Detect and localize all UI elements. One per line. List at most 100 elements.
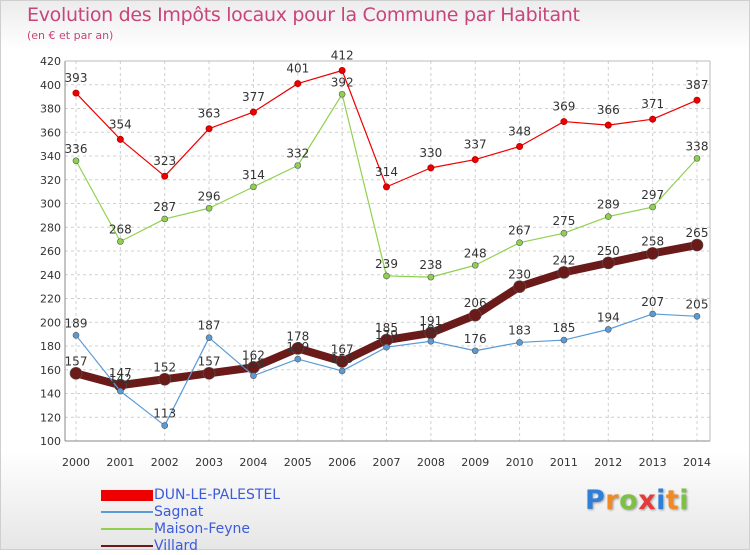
x-tick-label: 2009 [461, 456, 489, 469]
data-label: 393 [65, 71, 88, 85]
proxiti-logo: Proxiti [585, 485, 689, 516]
data-label: 194 [597, 310, 620, 324]
data-label: 169 [286, 340, 309, 354]
series-dun-le-palestel: 393 354 323 363 377 401 412 314 330 337 348 369 366 3… [65, 49, 709, 191]
data-point [161, 172, 169, 180]
data-label: 336 [65, 142, 88, 156]
data-point [427, 337, 435, 345]
data-label: 191 [419, 314, 442, 328]
data-point [72, 332, 80, 339]
data-label: 348 [508, 125, 531, 139]
data-label: 268 [109, 223, 132, 237]
data-point [516, 239, 523, 246]
data-label: 267 [508, 224, 531, 238]
legend-label: DUN-LE-PALESTEL [154, 487, 281, 503]
data-label: 183 [508, 323, 531, 337]
data-label: 157 [65, 354, 88, 368]
x-tick-label: 2014 [683, 456, 711, 469]
y-tick-label: 320 [40, 174, 61, 187]
data-label: 242 [552, 253, 575, 267]
data-point [250, 183, 257, 191]
data-label: 338 [686, 139, 709, 153]
data-point [158, 372, 172, 386]
x-tick-label: 2007 [373, 456, 401, 469]
data-point [205, 125, 213, 133]
data-point [69, 367, 83, 380]
chart-title: Evolution des Impôts locaux pour la Comm… [27, 4, 580, 26]
data-point [560, 336, 568, 344]
legend-label: Maison-Feyne [154, 521, 251, 537]
data-point [294, 355, 302, 363]
data-label: 332 [286, 147, 309, 161]
series-sagnat: 189 142 113 187 155 169 159 179 184 176 183 185 194 2… [65, 295, 709, 429]
data-label: 248 [464, 246, 487, 260]
logo-letter: i [656, 485, 666, 516]
data-label: 392 [331, 75, 354, 89]
y-tick-label: 240 [40, 269, 61, 282]
x-tick-label: 2008 [417, 456, 445, 469]
data-label: 369 [552, 100, 575, 114]
data-label: 176 [464, 332, 487, 346]
chart-subtitle: (en € et par an) [27, 29, 114, 42]
data-label: 205 [686, 297, 709, 311]
data-label: 330 [419, 146, 442, 160]
data-label: 155 [242, 357, 265, 371]
data-label: 189 [65, 316, 88, 330]
y-tick-label: 280 [40, 221, 61, 234]
data-point [249, 108, 257, 116]
data-label: 366 [597, 103, 620, 117]
series-maison-feyne: 336 268 287 296 314 332 392 239 238 248 267 275 289 2… [65, 75, 709, 281]
logo-letter: t [665, 485, 680, 516]
data-label: 387 [686, 78, 709, 92]
data-point [601, 256, 615, 270]
legend-swatch [101, 489, 153, 501]
data-label: 185 [552, 321, 575, 335]
data-point [516, 143, 524, 150]
x-tick-label: 2010 [506, 456, 534, 469]
y-tick-label: 160 [40, 364, 61, 377]
data-label: 179 [375, 328, 398, 342]
x-tick-label: 2003 [195, 456, 223, 469]
data-label: 371 [641, 97, 664, 111]
y-tick-label: 140 [40, 388, 61, 401]
legend-swatch [101, 528, 153, 530]
data-point [693, 155, 701, 162]
data-point [117, 387, 124, 395]
data-label: 337 [464, 138, 487, 152]
data-label: 185 [375, 321, 398, 335]
data-point [468, 308, 482, 322]
data-label: 167 [331, 342, 354, 356]
data-label: 184 [419, 322, 442, 336]
y-tick-label: 400 [40, 79, 61, 92]
data-point [427, 273, 435, 281]
data-label: 265 [686, 226, 709, 240]
data-point [604, 121, 612, 129]
y-tick-label: 120 [40, 411, 61, 424]
data-label: 250 [597, 244, 620, 258]
data-label: 412 [331, 49, 354, 63]
x-tick-label: 2000 [62, 456, 90, 469]
data-label: 363 [198, 107, 221, 121]
legend-swatch [101, 511, 153, 513]
y-tick-label: 300 [40, 198, 61, 211]
x-tick-label: 2004 [239, 456, 267, 469]
data-label: 178 [286, 329, 309, 343]
data-label: 238 [419, 258, 442, 272]
y-tick-label: 100 [40, 435, 61, 448]
data-label: 152 [153, 360, 176, 374]
x-tick-label: 2002 [151, 456, 179, 469]
data-point [649, 115, 657, 123]
data-point [471, 261, 479, 269]
data-label: 187 [198, 319, 221, 333]
data-point [649, 310, 656, 318]
data-point [560, 118, 568, 126]
data-point [338, 367, 346, 375]
data-point [117, 238, 124, 245]
data-point [604, 213, 612, 220]
data-point [250, 372, 257, 379]
logo-letter: r [605, 485, 620, 516]
y-tick-label: 180 [40, 340, 61, 353]
logo-letter: i [679, 485, 690, 516]
